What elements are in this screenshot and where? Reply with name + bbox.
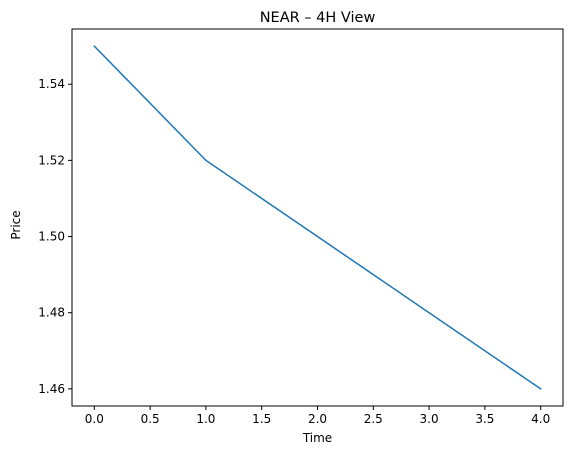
x-tick-label: 1.5 xyxy=(252,412,271,426)
series-line-0 xyxy=(93,45,542,390)
x-axis-label: Time xyxy=(302,431,332,445)
y-tick-label: 1.54 xyxy=(38,77,65,91)
x-tick-label: 0.0 xyxy=(85,412,104,426)
x-tick-label: 3.0 xyxy=(420,412,439,426)
y-tick-label: 1.48 xyxy=(38,306,65,320)
chart-title: NEAR – 4H View xyxy=(260,10,376,26)
y-tick-label: 1.50 xyxy=(38,230,65,244)
x-tick-label: 0.5 xyxy=(141,412,160,426)
y-axis-label: Price xyxy=(9,210,23,239)
plot-area xyxy=(93,45,542,390)
x-tick-label: 3.5 xyxy=(475,412,494,426)
x-tick-label: 2.0 xyxy=(308,412,327,426)
y-tick-label: 1.46 xyxy=(38,382,65,396)
x-tick-label: 4.0 xyxy=(531,412,550,426)
x-tick-label: 2.5 xyxy=(364,412,383,426)
x-tick-label: 1.0 xyxy=(196,412,215,426)
y-tick-label: 1.52 xyxy=(38,153,65,167)
